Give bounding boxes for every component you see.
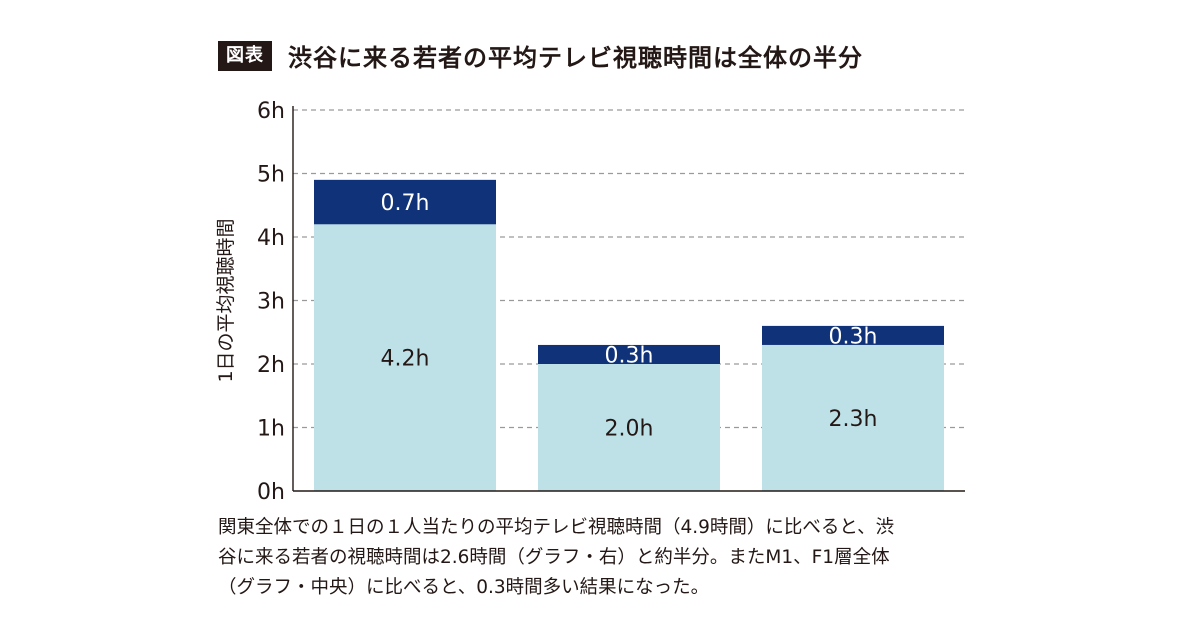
y-tick-label: 3h (257, 290, 285, 315)
bar-segment (762, 325, 944, 345)
bar-segment (538, 344, 720, 364)
y-tick-label: 4h (257, 226, 285, 251)
bar-segment (314, 224, 496, 492)
chart-title: 渋谷に来る若者の平均テレビ視聴時間は全体の半分 (288, 44, 863, 72)
y-tick-label: 6h (257, 99, 285, 124)
data-label: 4.2h (381, 347, 430, 372)
bar-segment (538, 364, 720, 491)
chart-title-row: 図表 渋谷に来る若者の平均テレビ視聴時間は全体の半分 (218, 38, 863, 73)
data-label: 0.7h (381, 191, 430, 216)
y-tick-label: 1h (257, 417, 285, 442)
y-axis-label: 1日の平均視聴時間 (215, 218, 237, 382)
y-tick-label: 2h (257, 353, 285, 378)
data-label: 0.3h (829, 324, 878, 349)
caption-line: （グラフ・中央）に比べると、0.3時間多い結果になった。 (218, 577, 710, 598)
data-label: 2.0h (605, 417, 654, 442)
figure-badge: 図表 (218, 40, 272, 71)
stacked-bar-chart: 4.2h 0.7h 2.0h 0.3h 2.3h 0.3h 0h 1h 2h 3h 4h 5h 6h 1日… (215, 99, 965, 505)
chart-caption: 関東全体での１日の１人当たりの平均テレビ視聴時間（4.9時間）に比べると、渋 谷… (218, 513, 998, 603)
data-label: 2.3h (829, 407, 878, 432)
bar-segment (762, 344, 944, 491)
y-tick-label: 0h (257, 480, 285, 505)
caption-line: 谷に来る若者の視聴時間は2.6時間（グラフ・右）と約半分。またM1、F1層全体 (218, 547, 890, 568)
caption-line: 関東全体での１日の１人当たりの平均テレビ視聴時間（4.9時間）に比べると、渋 (218, 517, 895, 538)
bar-segment (314, 179, 496, 225)
y-tick-label: 5h (257, 163, 285, 188)
data-label: 0.3h (605, 343, 654, 368)
